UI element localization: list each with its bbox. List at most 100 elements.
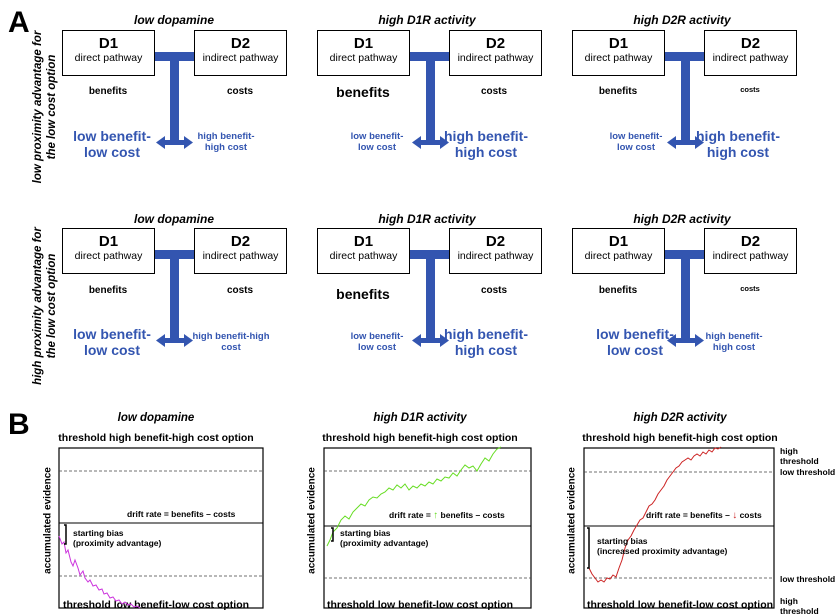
plot2-bias-line1: starting bias (340, 528, 391, 538)
d2-label: D2 (230, 233, 251, 250)
row1-col3-left: low benefit- low cost (609, 131, 663, 153)
d2-label: D2 (230, 35, 251, 52)
plot2-bias-line2: (proximity advantage) (340, 538, 429, 548)
plot3-top-threshold: threshold high benefit-high cost option (582, 432, 778, 444)
d2-box: D2 indirect pathway (449, 30, 542, 76)
plot1-title: low dopamine (117, 412, 195, 424)
plot2-bias-text: starting bias (proximity advantage) (340, 528, 428, 548)
d2-label: D2 (485, 35, 506, 52)
row2-col2-right: high benefit- high cost (444, 326, 528, 358)
d1-sub: direct pathway (584, 250, 653, 262)
down-arrow-icon: ↓ (732, 510, 738, 521)
d2-box: D2 indirect pathway (194, 30, 287, 76)
plot3-bias-line2: (increased proximity advantage) (597, 546, 728, 556)
plot1-frame (58, 447, 264, 609)
d2-box: D2 indirect pathway (449, 228, 542, 274)
d2-sub: indirect pathway (202, 52, 279, 64)
plot2-drift-a: drift rate = (389, 510, 434, 520)
row1-col2-title: high D1R activity (378, 13, 476, 27)
row2-col1-left: low benefit- low cost (73, 326, 151, 358)
low-threshold-top: low threshold (780, 467, 836, 477)
benefits-label: benefits (598, 285, 638, 296)
plot3-drift-text: drift rate = benefits – ↓ costs (646, 510, 762, 521)
benefits-label-large: benefits (336, 286, 390, 302)
d2-sub: indirect pathway (712, 250, 789, 262)
d2-box: D2 indirect pathway (704, 30, 797, 76)
d1-box: D1 direct pathway (62, 228, 155, 274)
row1-col2-left: low benefit- low cost (350, 131, 404, 153)
plot3-evidence-trace (588, 446, 722, 583)
plot3-drift-b: costs (737, 510, 762, 520)
row1-col1-title: low dopamine (133, 13, 214, 27)
plot3-frame (583, 447, 775, 609)
d1-box: D1 direct pathway (572, 30, 665, 76)
benefits-label: benefits (598, 86, 638, 97)
d1-label: D1 (98, 233, 119, 250)
d1-label: D1 (608, 35, 629, 52)
d2-sub: indirect pathway (457, 250, 534, 262)
up-arrow-icon: ↑ (433, 510, 439, 521)
d1-sub: direct pathway (584, 52, 653, 64)
row1-col1-left: low benefit- low cost (73, 128, 151, 160)
costs-label: costs (480, 285, 508, 296)
plot1-bias-line2: (proximity advantage) (73, 538, 162, 548)
costs-label-small: costs (740, 284, 760, 293)
d2-label: D2 (485, 233, 506, 250)
plot3-bias-line1: starting bias (597, 536, 648, 546)
row1-col3-right: high benefit- high cost (696, 128, 780, 160)
costs-label-small: costs (740, 85, 760, 94)
row2-col1-right: high benefit-high cost (192, 331, 270, 353)
row1-col3-title: high D2R activity (633, 13, 731, 27)
plot2-title: high D1R activity (373, 412, 467, 424)
panel-a-letter: A (8, 6, 30, 39)
benefits-label: benefits (88, 285, 128, 296)
d1-label: D1 (353, 35, 374, 52)
row2-col3-title: high D2R activity (633, 212, 731, 226)
plot2-bias-bracket (331, 527, 334, 542)
plot1-bias-bracket (64, 524, 67, 545)
d1-box: D1 direct pathway (317, 30, 410, 76)
d2-box: D2 indirect pathway (704, 228, 797, 274)
plot1-evidence-trace (58, 535, 141, 609)
d2-sub: indirect pathway (202, 250, 279, 262)
high-threshold-top: high threshold (780, 446, 819, 466)
costs-label: costs (480, 86, 508, 97)
low-threshold-bottom: low threshold (780, 574, 836, 584)
row2-col3-left: low benefit- low cost (596, 326, 674, 358)
plot1-top-threshold: threshold high benefit-high cost option (58, 432, 254, 444)
d2-label: D2 (740, 35, 761, 52)
benefits-label: benefits (88, 86, 128, 97)
row1-col1-right: high benefit- high cost (197, 131, 255, 153)
d2-sub: indirect pathway (457, 52, 534, 64)
row2-col2-title: high D1R activity (378, 212, 476, 226)
plot2-evidence-trace (326, 446, 502, 547)
high-threshold-bottom: high threshold (780, 596, 819, 616)
panel-b-letter: B (8, 408, 30, 441)
plot2-drift-text: drift rate = ↑ benefits – costs (389, 510, 505, 521)
d1-sub: direct pathway (74, 52, 143, 64)
d1-label: D1 (353, 233, 374, 250)
d1-label: D1 (98, 35, 119, 52)
row2-col3-right: high benefit- high cost (705, 331, 763, 353)
d1-box: D1 direct pathway (317, 228, 410, 274)
d1-box: D1 direct pathway (572, 228, 665, 274)
d1-box: D1 direct pathway (62, 30, 155, 76)
d1-sub: direct pathway (74, 250, 143, 262)
row2-col2-left: low benefit- low cost (350, 331, 404, 353)
plot3-bias-text: starting bias (increased proximity advan… (597, 536, 727, 556)
row2-col1-title: low dopamine (133, 212, 214, 226)
benefits-label-large: benefits (336, 84, 390, 100)
plot2-drift-b: benefits – costs (438, 510, 505, 520)
plot3-title: high D2R activity (633, 412, 727, 424)
costs-label: costs (226, 86, 254, 97)
costs-label: costs (226, 285, 254, 296)
row1-col2-right: high benefit- high cost (444, 128, 528, 160)
plot1-bias-line1: starting bias (73, 528, 124, 538)
plot2-frame (323, 447, 532, 609)
plot3-bias-bracket (587, 527, 590, 569)
d2-box: D2 indirect pathway (194, 228, 287, 274)
d1-label: D1 (608, 233, 629, 250)
plot3-drift-a: drift rate = benefits – (646, 510, 733, 520)
